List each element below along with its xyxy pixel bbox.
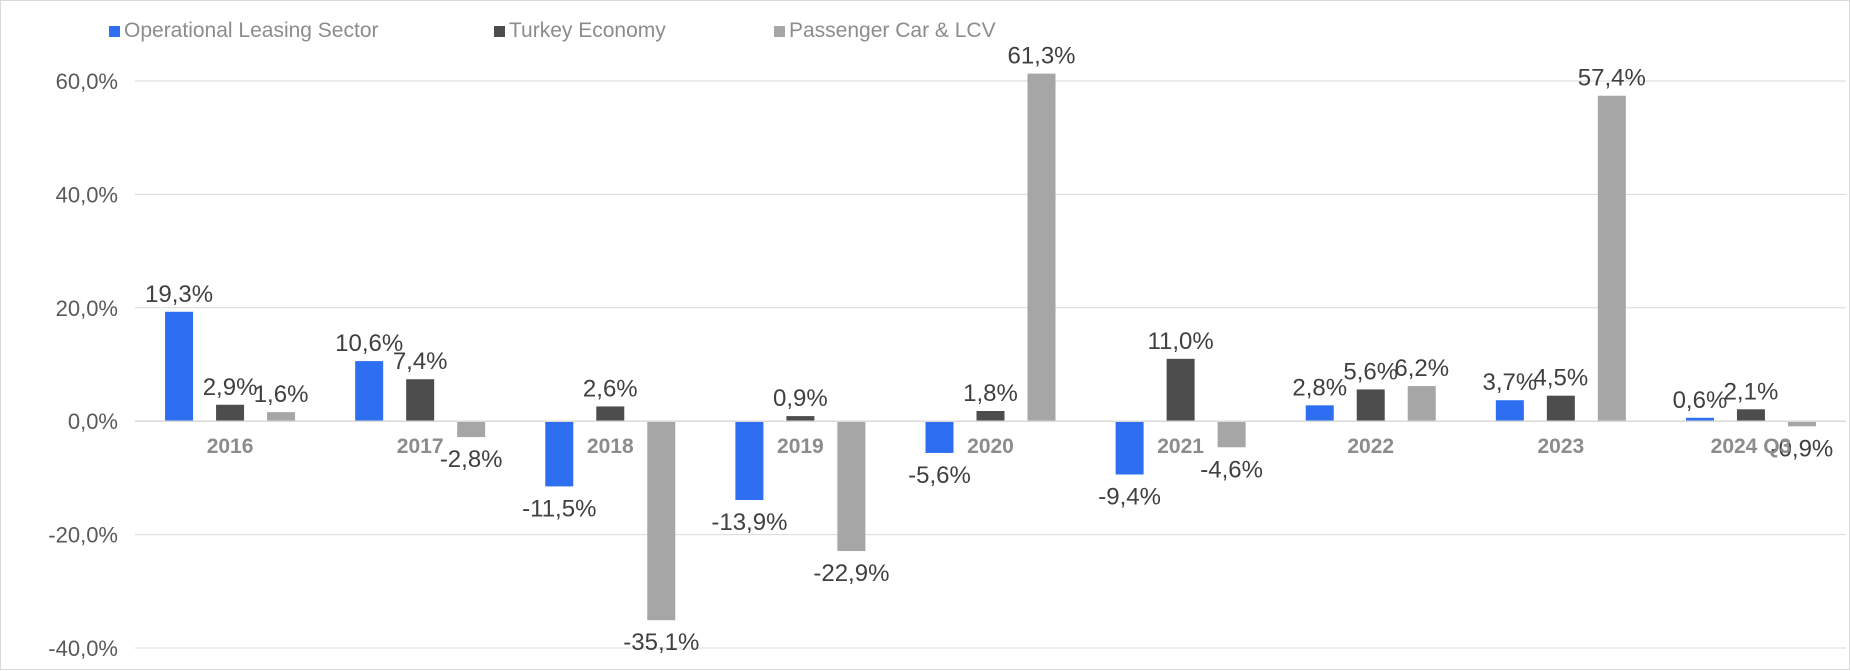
bar xyxy=(976,410,1005,422)
bar xyxy=(267,412,296,422)
bar xyxy=(1217,421,1246,448)
x-tick-label: 2018 xyxy=(587,435,634,458)
bar xyxy=(596,406,625,422)
y-tick-label: 20,0% xyxy=(56,296,118,321)
y-tick-label: 40,0% xyxy=(56,182,118,207)
bar xyxy=(1407,386,1436,422)
data-label: 2,8% xyxy=(1292,374,1347,401)
bar xyxy=(1685,417,1714,422)
bar xyxy=(925,421,954,453)
legend-label-passenger-car: Passenger Car & LCV xyxy=(789,19,996,42)
y-tick-label: 60,0% xyxy=(56,69,118,94)
data-label: -0,9% xyxy=(1771,435,1834,462)
legend-label-operational-leasing: Operational Leasing Sector xyxy=(124,19,379,42)
data-label: 57,4% xyxy=(1578,65,1646,92)
data-label: -5,6% xyxy=(908,462,971,489)
legend-swatch-passenger-car xyxy=(774,25,785,37)
y-tick-label: -20,0% xyxy=(48,523,118,548)
bar xyxy=(735,421,764,501)
data-label: -11,5% xyxy=(522,495,596,522)
bar xyxy=(457,421,486,438)
bar xyxy=(1115,421,1144,475)
bar xyxy=(1166,358,1195,422)
bar xyxy=(1495,400,1524,422)
data-label: 1,8% xyxy=(963,380,1018,407)
data-label: -22,9% xyxy=(813,560,889,587)
legend-swatch-turkey-economy xyxy=(494,25,505,37)
data-label: 0,6% xyxy=(1673,387,1728,414)
bar xyxy=(1546,395,1575,422)
bar xyxy=(1356,389,1385,422)
data-label: 5,6% xyxy=(1343,358,1398,385)
legend-swatch-operational-leasing xyxy=(109,25,120,37)
y-tick-label: 0,0% xyxy=(68,409,118,434)
bar xyxy=(786,416,815,422)
data-label: -35,1% xyxy=(623,629,699,656)
x-tick-label: 2020 xyxy=(967,435,1014,458)
bar xyxy=(165,311,194,422)
data-label: -4,6% xyxy=(1200,456,1263,483)
data-label: 61,3% xyxy=(1007,43,1075,70)
data-label: 4,5% xyxy=(1533,365,1588,392)
x-tick-label: 2022 xyxy=(1347,435,1394,458)
x-tick-label: 2016 xyxy=(207,435,254,458)
data-label: -13,9% xyxy=(711,509,787,536)
x-tick-label: 2021 xyxy=(1157,435,1204,458)
bar xyxy=(1787,421,1816,427)
data-label: -2,8% xyxy=(440,446,503,473)
legend-label-turkey-economy: Turkey Economy xyxy=(509,19,666,42)
data-label: 0,9% xyxy=(773,385,828,412)
bar xyxy=(406,379,435,422)
x-tick-label: 2017 xyxy=(397,435,444,458)
y-tick-label: -40,0% xyxy=(48,636,118,661)
legend-item-operational-leasing: Operational Leasing Sector xyxy=(109,19,494,43)
data-label: 11,0% xyxy=(1147,328,1213,355)
data-label: 19,3% xyxy=(145,281,213,308)
data-label: 2,9% xyxy=(203,374,258,401)
data-label: 1,6% xyxy=(254,381,309,408)
data-label: 2,6% xyxy=(583,375,638,402)
bar xyxy=(647,421,676,621)
data-label: 7,4% xyxy=(393,348,448,375)
legend-item-turkey-economy: Turkey Economy xyxy=(494,19,774,43)
bar xyxy=(1597,95,1626,422)
data-label: -9,4% xyxy=(1098,483,1161,510)
chart-legend: Operational Leasing Sector Turkey Econom… xyxy=(109,19,996,43)
data-label: 3,7% xyxy=(1482,369,1537,396)
bar xyxy=(355,361,384,422)
bar xyxy=(1027,73,1056,422)
data-label: 2,1% xyxy=(1724,378,1779,405)
bar xyxy=(1305,405,1334,422)
data-label: 10,6% xyxy=(335,330,403,357)
bar xyxy=(216,404,245,422)
data-label: 6,2% xyxy=(1394,355,1449,382)
bar xyxy=(545,421,574,487)
x-tick-label: 2024 Q3 xyxy=(1711,435,1792,458)
x-tick-label: 2023 xyxy=(1537,435,1584,458)
bar xyxy=(837,421,866,552)
x-tick-label: 2019 xyxy=(777,435,824,458)
bar xyxy=(1736,409,1765,422)
legend-item-passenger-car: Passenger Car & LCV xyxy=(774,19,996,43)
